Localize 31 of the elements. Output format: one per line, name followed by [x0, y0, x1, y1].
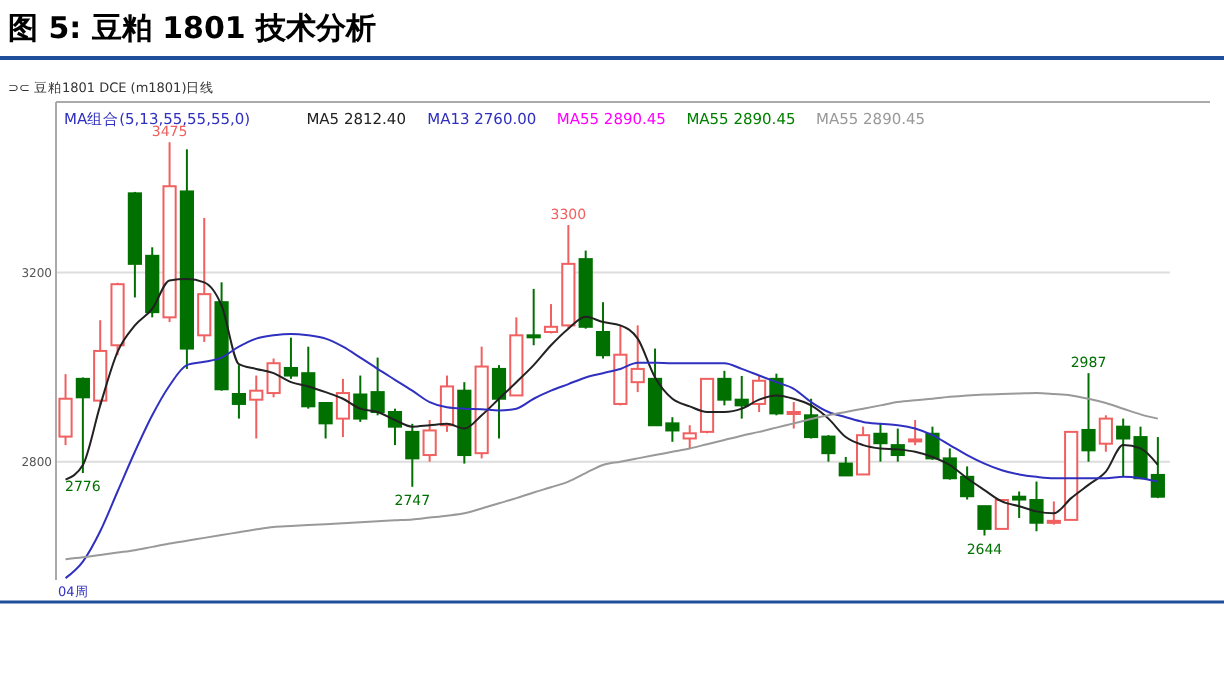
candlestick: [266, 357, 281, 399]
candlestick: [838, 455, 853, 477]
candlestick: [734, 375, 749, 420]
candlestick: [318, 401, 333, 440]
candlestick: [595, 301, 611, 360]
candlestick: [873, 422, 888, 463]
candlestick: [231, 364, 247, 420]
candlestick: [526, 287, 541, 347]
candlestick: [717, 369, 732, 407]
candlestick: [197, 216, 212, 343]
candlestick: [977, 505, 992, 537]
candlestick: [422, 419, 437, 463]
chart-title: 图 5: 豆粕 1801 技术分析: [8, 10, 377, 46]
candlestick: [1098, 414, 1113, 453]
candlestick: [994, 499, 1009, 530]
candlestick: [1081, 372, 1096, 463]
candlestick: [439, 374, 455, 433]
candlestick: [75, 376, 90, 475]
candlestick: [630, 324, 645, 394]
candlestick: [543, 303, 559, 335]
candlestick: [353, 374, 368, 423]
candlestick: [908, 419, 923, 447]
candlestick: [491, 364, 507, 440]
candlestick: [58, 373, 73, 447]
candlestick: [249, 374, 264, 440]
line-series: [64, 392, 1159, 561]
candlestick: [786, 401, 801, 430]
candlestick: [856, 425, 871, 476]
candlestick: [335, 377, 351, 439]
candlestick: [751, 374, 767, 413]
candlestick: [405, 422, 420, 488]
